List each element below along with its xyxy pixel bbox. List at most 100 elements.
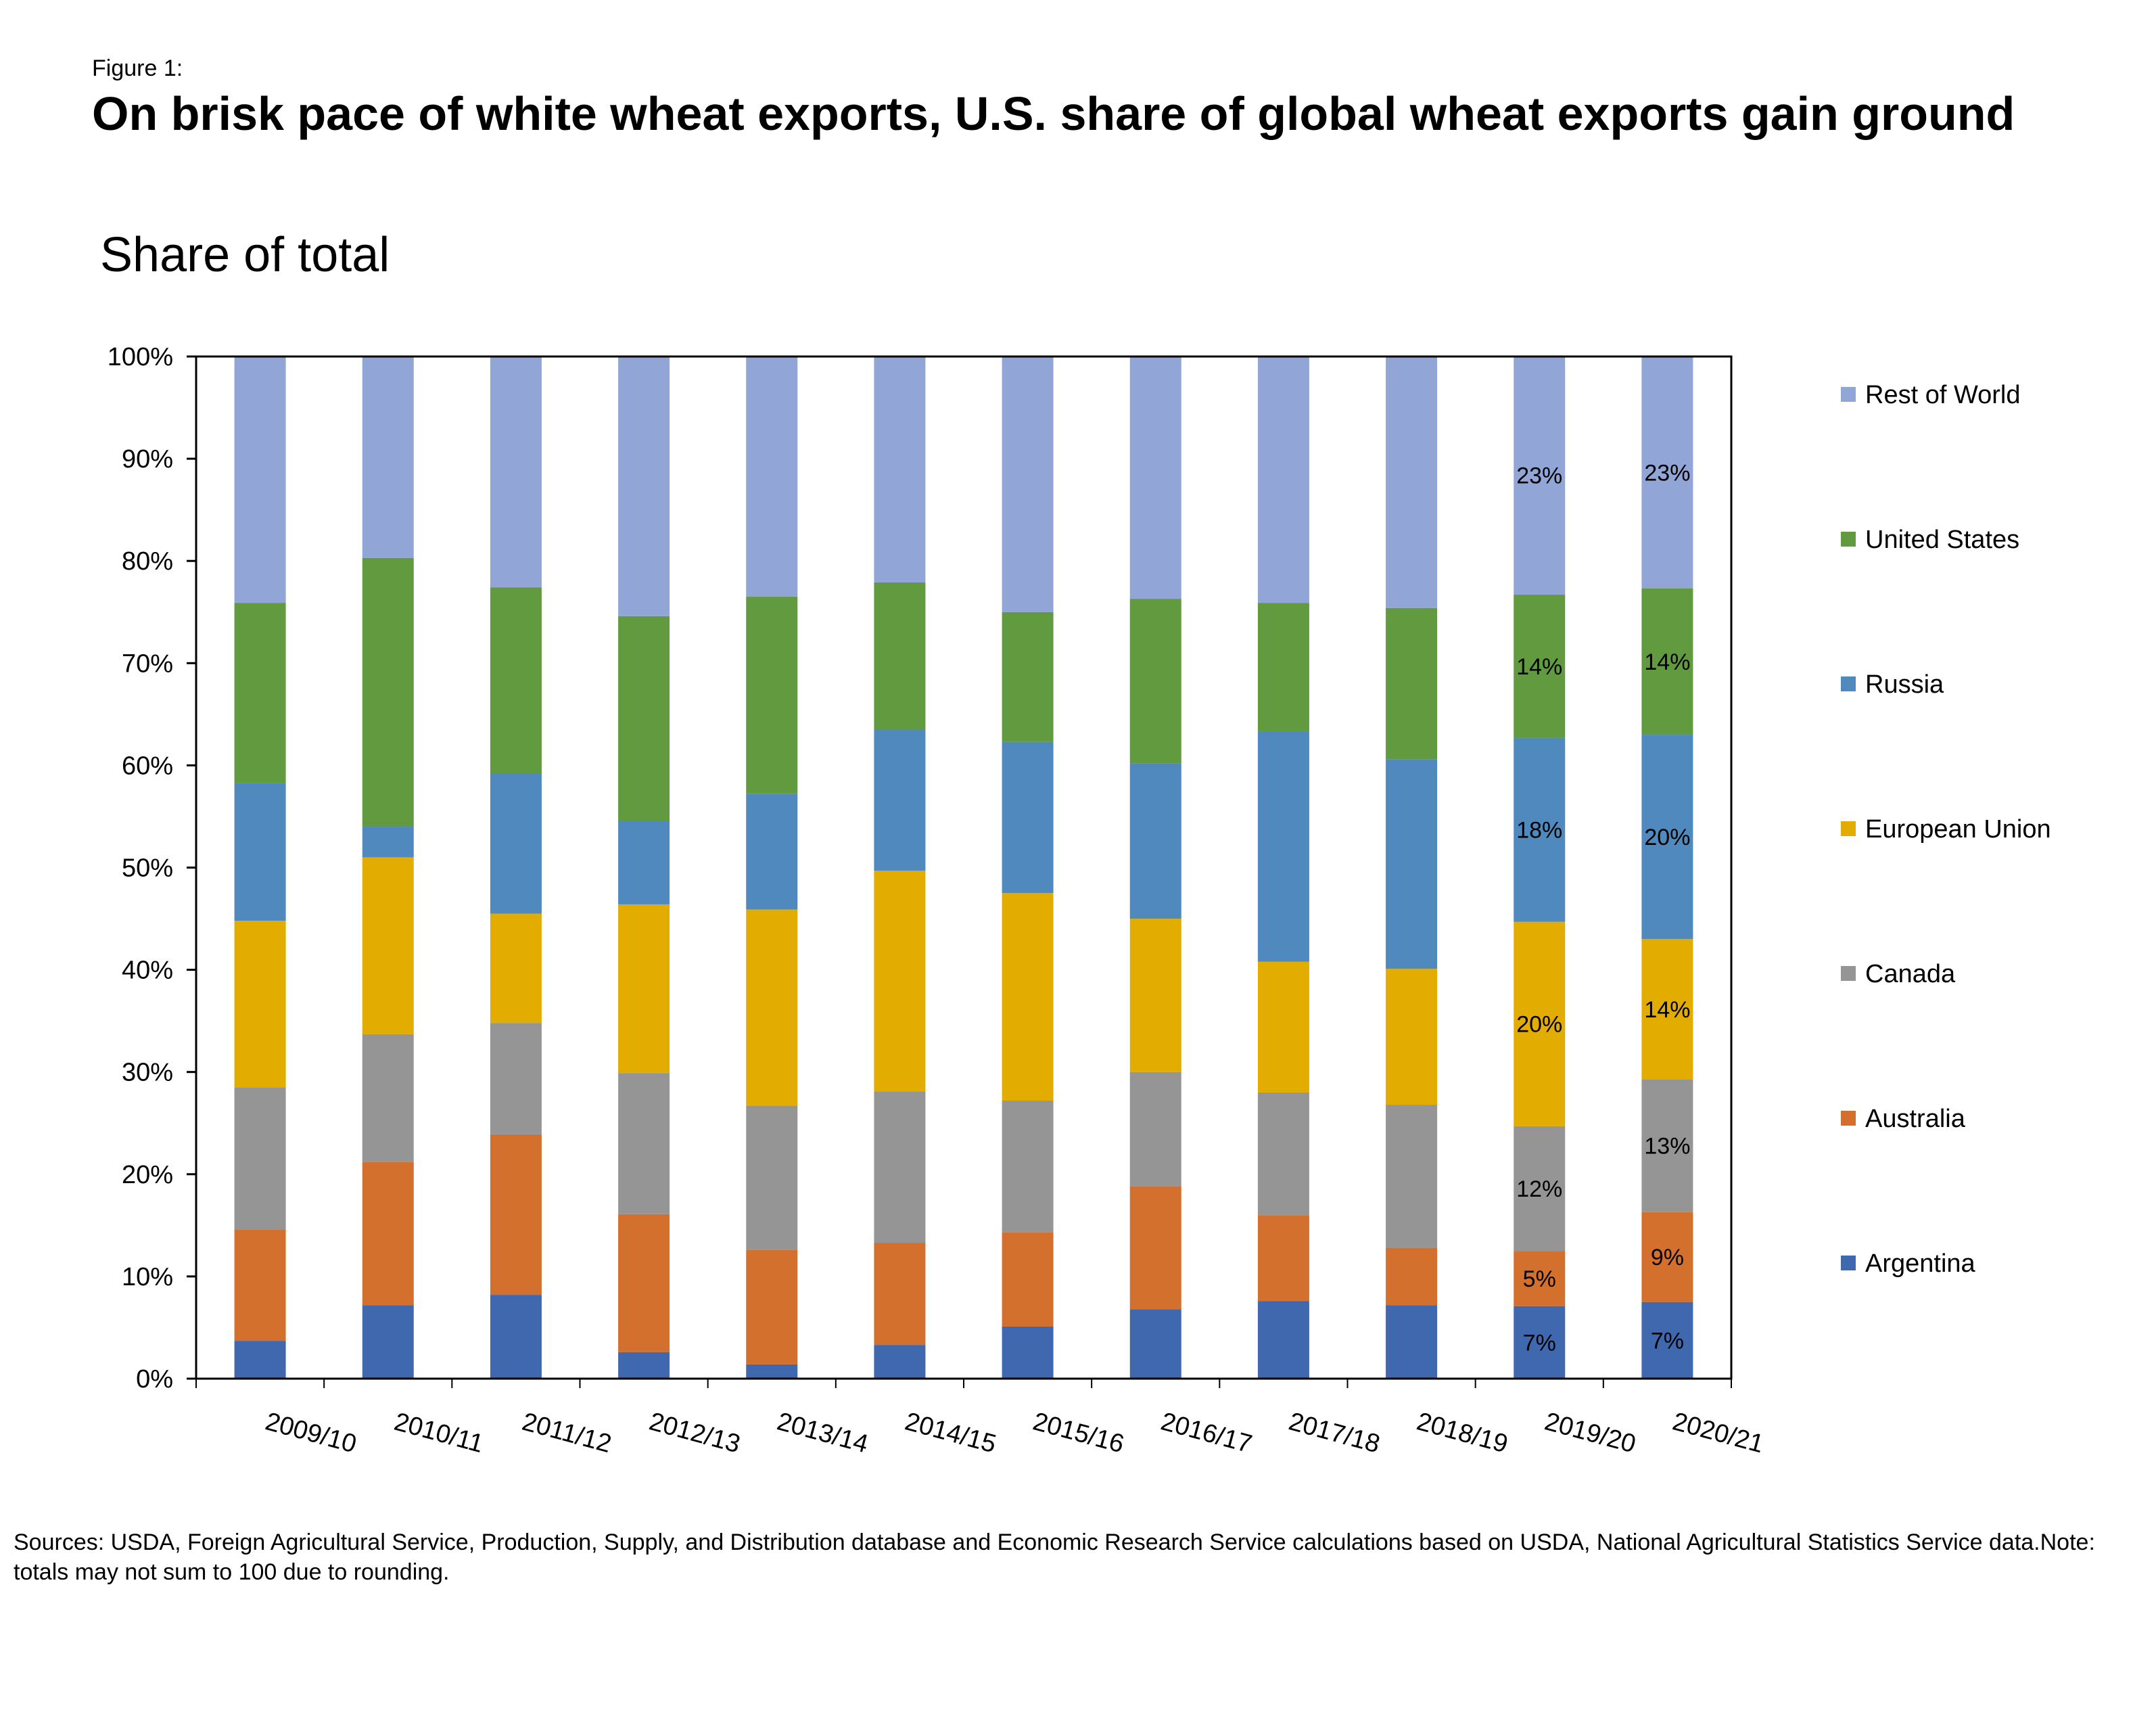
data-label: 7% xyxy=(1651,1328,1684,1354)
x-tick-label: 2012/13 xyxy=(646,1407,743,1458)
bar-united-states-2014-15 xyxy=(874,582,926,730)
stacked-bar-chart: 7% 5% 12% 20% 18% 14% 23% 7% 9% 13% 14% 20% 14% 23% 0… xyxy=(108,343,2051,1458)
bar-united-states-2018-19 xyxy=(1386,607,1438,760)
y-tick-label: 0% xyxy=(136,1365,173,1394)
data-label: 5% xyxy=(1523,1266,1556,1292)
bar-australia-2013-14 xyxy=(746,1249,798,1364)
bar-united-states-2012-13 xyxy=(618,616,670,821)
y-tick-label: 50% xyxy=(122,854,173,883)
bar-argentina-2020-21 xyxy=(1641,1302,1693,1379)
y-tick-label: 60% xyxy=(122,752,173,780)
data-label: 7% xyxy=(1523,1330,1556,1356)
legend-swatch-russia xyxy=(1841,676,1856,691)
bar-canada-2010-11 xyxy=(362,1034,414,1162)
bar-canada-2014-15 xyxy=(874,1091,926,1243)
bar-russia-2013-14 xyxy=(746,794,798,910)
bar-australia-2019-20 xyxy=(1514,1251,1566,1306)
bar-rest-of-world-2011-12 xyxy=(490,356,542,588)
bar-united-states-2009-10 xyxy=(234,603,286,783)
y-tick-label: 30% xyxy=(122,1059,173,1087)
bar-australia-2020-21 xyxy=(1641,1212,1693,1302)
data-label: 18% xyxy=(1516,818,1562,844)
bar-european-union-2012-13 xyxy=(618,904,670,1074)
bar-european-union-2017-18 xyxy=(1257,961,1309,1092)
x-tick-label: 2009/10 xyxy=(262,1407,360,1458)
bar-united-states-2016-17 xyxy=(1129,599,1181,764)
bar-united-states-2015-16 xyxy=(1002,612,1054,742)
bar-european-union-2019-20 xyxy=(1514,921,1566,1126)
bar-australia-2012-13 xyxy=(618,1214,670,1352)
bar-australia-2010-11 xyxy=(362,1162,414,1306)
bar-groups: 7% 5% 12% 20% 18% 14% 23% 7% 9% 13% 14% 20% 14% 23% xyxy=(234,355,1693,1379)
bar-australia-2016-17 xyxy=(1129,1186,1181,1310)
legend-swatch-rest-of-world xyxy=(1841,387,1856,402)
legend-label-canada: Canada xyxy=(1865,960,1956,988)
data-label: 14% xyxy=(1516,654,1562,680)
bar-russia-2012-13 xyxy=(618,820,670,904)
y-axis-label: Share of total xyxy=(100,228,390,282)
bar-australia-2014-15 xyxy=(874,1243,926,1346)
legend-swatch-canada xyxy=(1841,966,1856,981)
bar-rest-of-world-2014-15 xyxy=(874,356,926,582)
x-tick-label: 2014/15 xyxy=(902,1407,1000,1458)
bar-european-union-2018-19 xyxy=(1386,969,1438,1105)
bar-european-union-2013-14 xyxy=(746,909,798,1106)
bar-canada-2009-10 xyxy=(234,1087,286,1230)
bar-russia-2017-18 xyxy=(1257,731,1309,962)
bar-rest-of-world-2009-10 xyxy=(234,356,286,603)
bar-canada-2017-18 xyxy=(1257,1092,1309,1216)
bar-canada-2019-20 xyxy=(1514,1126,1566,1251)
legend: Rest of World United States Russia European… xyxy=(1841,381,2051,1278)
bar-argentina-2009-10 xyxy=(234,1341,286,1379)
bar-argentina-2012-13 xyxy=(618,1352,670,1379)
bar-european-union-2014-15 xyxy=(874,871,926,1092)
data-label: 12% xyxy=(1516,1176,1562,1202)
legend-label-united-states: United States xyxy=(1865,526,2019,554)
bar-argentina-2019-20 xyxy=(1514,1306,1566,1379)
x-tick-label: 2016/17 xyxy=(1158,1407,1255,1458)
bar-russia-2018-19 xyxy=(1386,759,1438,969)
data-label: 13% xyxy=(1644,1133,1690,1159)
bar-canada-2020-21 xyxy=(1641,1079,1693,1212)
bar-russia-2009-10 xyxy=(234,783,286,921)
bar-european-union-2009-10 xyxy=(234,921,286,1088)
legend-swatch-australia xyxy=(1841,1111,1856,1126)
bar-russia-2019-20 xyxy=(1514,737,1566,922)
bar-russia-2015-16 xyxy=(1002,741,1054,894)
x-tick-label: 2018/19 xyxy=(1413,1407,1511,1458)
legend-label-australia: Australia xyxy=(1865,1105,1966,1133)
bar-european-union-2011-12 xyxy=(490,913,542,1024)
bar-australia-2009-10 xyxy=(234,1229,286,1341)
legend-swatch-european-union xyxy=(1841,821,1856,836)
chart-title: On brisk pace of white wheat exports, U.… xyxy=(92,87,2015,140)
bar-rest-of-world-2016-17 xyxy=(1129,356,1181,599)
data-label: 20% xyxy=(1644,825,1690,850)
bar-argentina-2018-19 xyxy=(1386,1305,1438,1379)
bar-united-states-2020-21 xyxy=(1641,588,1693,735)
bar-russia-2016-17 xyxy=(1129,763,1181,919)
bar-australia-2018-19 xyxy=(1386,1247,1438,1306)
bar-united-states-2019-20 xyxy=(1514,595,1566,738)
legend-swatch-united-states xyxy=(1841,532,1856,547)
bar-european-union-2016-17 xyxy=(1129,919,1181,1072)
bar-russia-2020-21 xyxy=(1641,735,1693,940)
y-tick-label: 90% xyxy=(122,445,173,474)
bar-rest-of-world-2013-14 xyxy=(746,356,798,597)
bar-rest-of-world-2017-18 xyxy=(1257,356,1309,603)
bar-australia-2011-12 xyxy=(490,1134,542,1295)
bar-european-union-2015-16 xyxy=(1002,893,1054,1101)
bar-canada-2015-16 xyxy=(1002,1101,1054,1233)
bar-argentina-2016-17 xyxy=(1129,1309,1181,1379)
data-label: 23% xyxy=(1644,460,1690,486)
bar-united-states-2011-12 xyxy=(490,587,542,774)
bar-rest-of-world-2012-13 xyxy=(618,355,670,616)
y-tick-label: 20% xyxy=(122,1161,173,1189)
data-label: 14% xyxy=(1644,649,1690,675)
x-tick-label: 2015/16 xyxy=(1030,1407,1127,1458)
bar-united-states-2010-11 xyxy=(362,557,414,827)
y-tick-label: 10% xyxy=(122,1263,173,1291)
legend-label-russia: Russia xyxy=(1865,670,1944,699)
bar-canada-2011-12 xyxy=(490,1023,542,1134)
bar-argentina-2017-18 xyxy=(1257,1301,1309,1379)
legend-swatch-argentina xyxy=(1841,1256,1856,1270)
